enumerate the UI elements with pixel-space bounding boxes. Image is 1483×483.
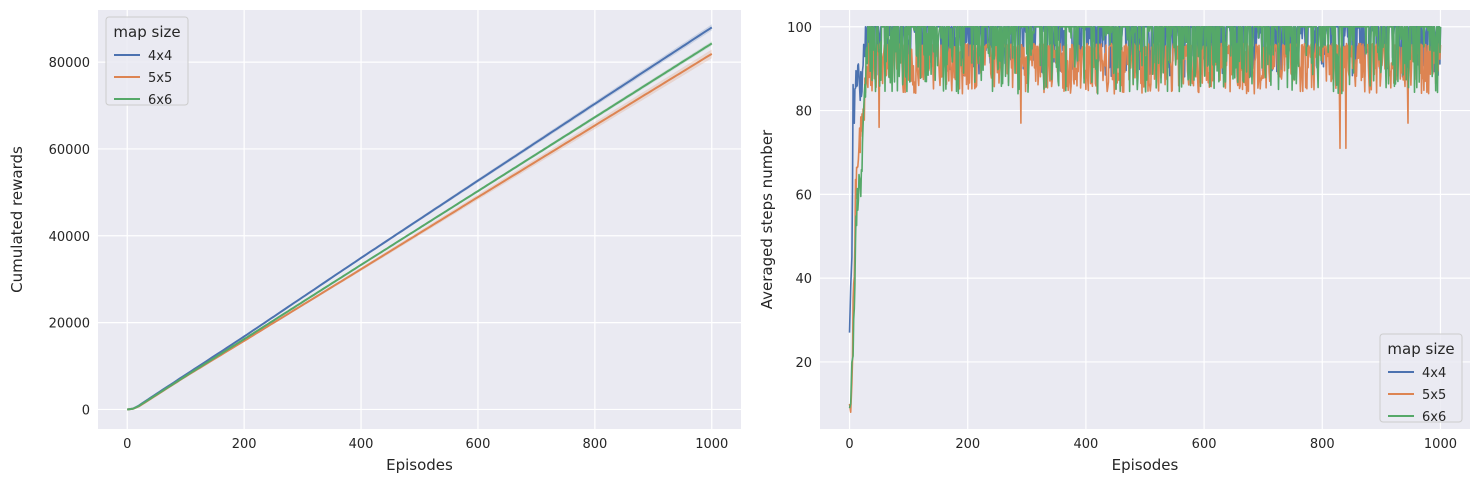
x-tick-label: 200 [232, 437, 257, 452]
y-tick-label: 20 [795, 356, 812, 371]
legend-title: map size [113, 23, 180, 41]
legend-label-5x5: 5x5 [148, 71, 172, 86]
y-tick-label: 40000 [49, 230, 90, 245]
x-tick-label: 200 [955, 437, 980, 452]
y-tick-label: 60000 [49, 143, 90, 158]
y-tick-label: 80 [795, 105, 812, 120]
x-tick-label: 600 [1192, 437, 1217, 452]
y-tick-label: 60 [795, 188, 812, 203]
y-axis-label: Cumulated rewards [8, 146, 26, 293]
y-tick-label: 20000 [49, 317, 90, 332]
series-line-6x6 [848, 25, 1442, 409]
legend-title: map size [1387, 340, 1454, 358]
x-tick-label: 400 [1073, 437, 1098, 452]
x-tick-label: 600 [466, 437, 491, 452]
x-tick-label: 0 [845, 437, 853, 452]
x-tick-label: 1000 [1424, 437, 1457, 452]
x-tick-label: 1000 [695, 437, 728, 452]
legend-box [105, 16, 189, 106]
x-axis-label: Episodes [386, 456, 453, 474]
legend-label-5x5: 5x5 [1422, 388, 1446, 403]
legend-label-4x4: 4x4 [1422, 366, 1446, 381]
right-chart-panel: 0 200 400 600 800 1000 20 40 60 80 100 Episodes Aver… [758, 10, 1470, 474]
series-line-5x5 [127, 53, 713, 411]
legend-label-6x6: 6x6 [148, 93, 172, 108]
y-tick-label: 100 [787, 21, 812, 36]
x-axis-label: Episodes [1112, 456, 1179, 474]
legend-label-6x6: 6x6 [1422, 410, 1446, 425]
plot-lines [848, 25, 1442, 414]
x-tick-label: 0 [123, 437, 131, 452]
legend: map size 4x4 5x5 6x6 [105, 16, 189, 108]
y-tick-label: 80000 [49, 56, 90, 71]
x-tick-label: 800 [582, 437, 607, 452]
legend: map size 4x4 5x5 6x6 [1379, 333, 1463, 425]
x-tick-label: 800 [1310, 437, 1335, 452]
legend-label-4x4: 4x4 [148, 49, 172, 64]
legend-box [1379, 333, 1463, 423]
y-axis-label: Averaged steps number [758, 129, 776, 309]
series-line-6x6 [127, 42, 713, 411]
series-band-4x4 [127, 24, 712, 410]
plot-lines [127, 24, 713, 411]
left-chart-panel: 0 200 400 600 800 1000 0 20000 40000 60000 80000 Ep… [8, 10, 741, 474]
y-tick-label: 0 [82, 403, 90, 418]
x-tick-label: 400 [349, 437, 374, 452]
y-tick-label: 40 [795, 272, 812, 287]
series-line-4x4 [127, 26, 713, 411]
